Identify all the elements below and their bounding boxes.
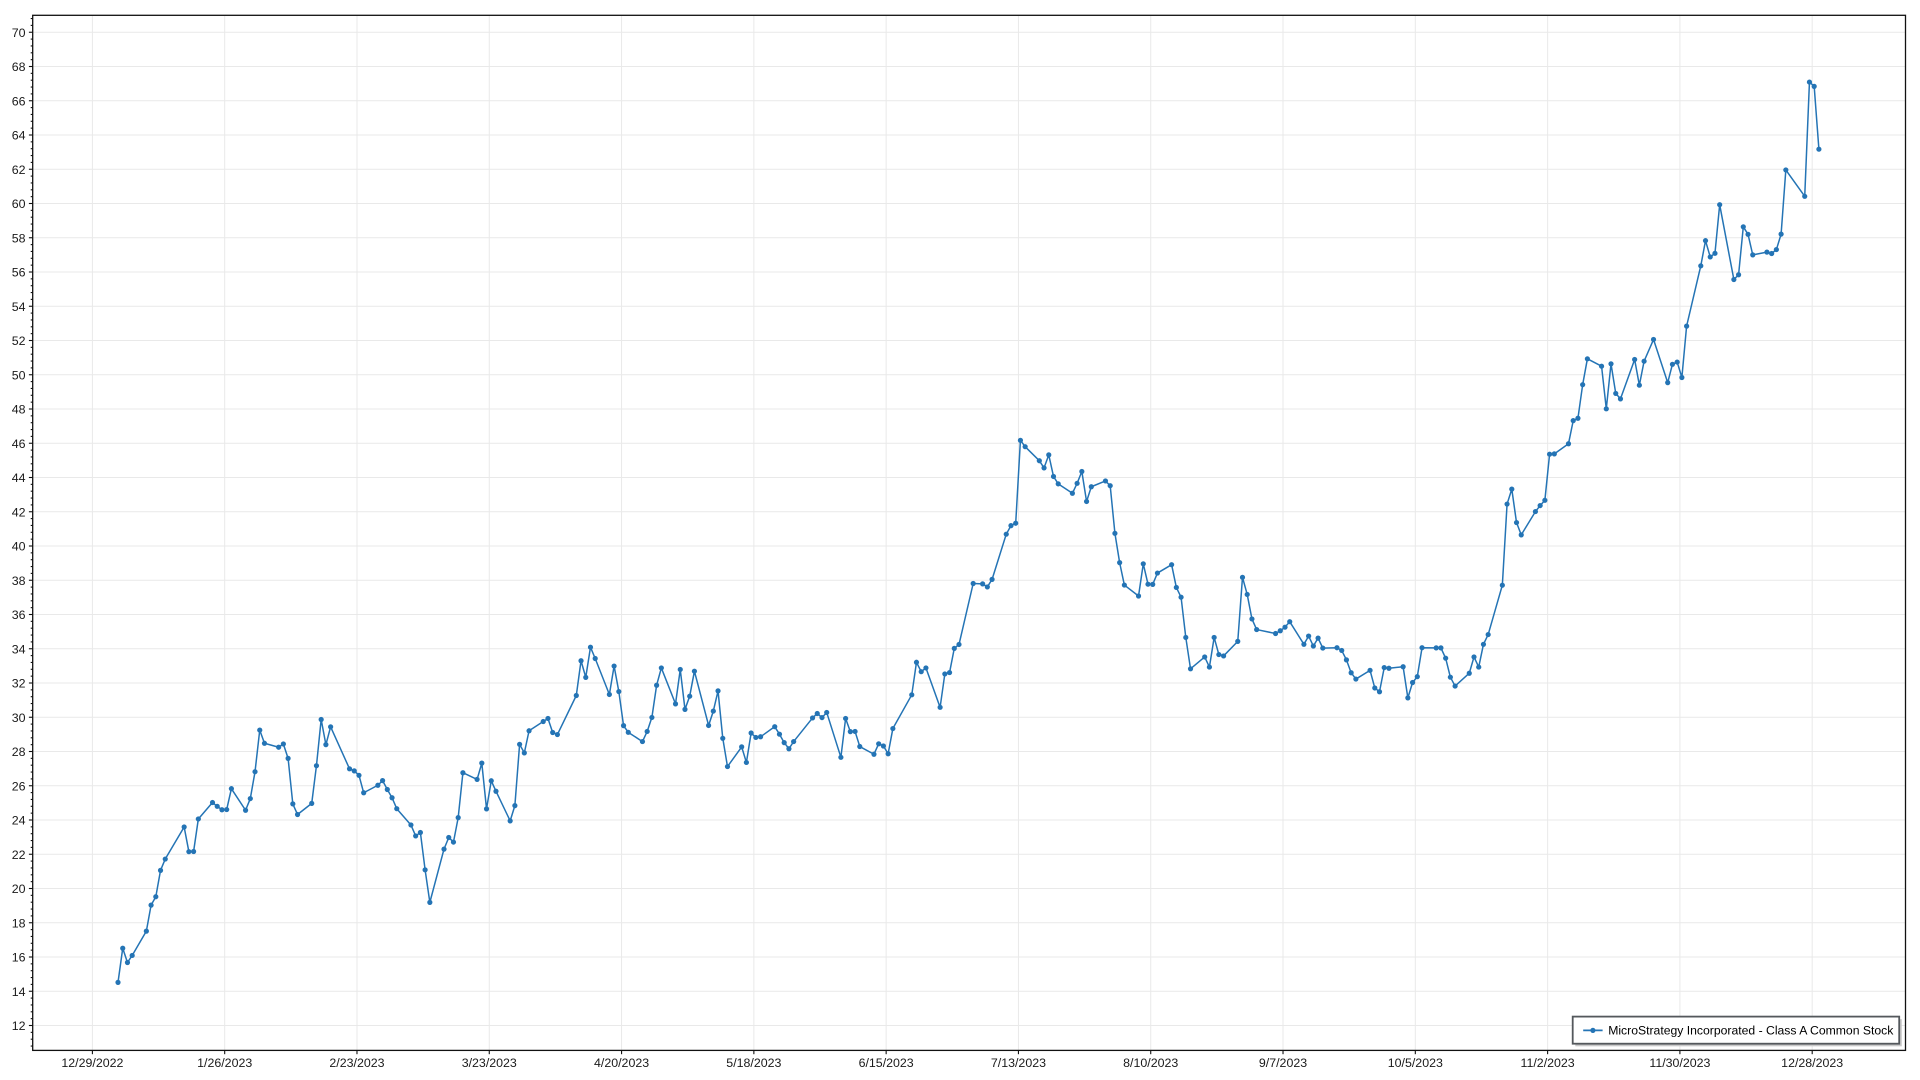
svg-text:7/13/2023: 7/13/2023	[991, 1056, 1046, 1070]
svg-text:28: 28	[12, 745, 26, 759]
svg-text:16: 16	[12, 951, 26, 965]
svg-text:34: 34	[12, 642, 26, 656]
svg-text:46: 46	[12, 437, 26, 451]
svg-text:5/18/2023: 5/18/2023	[726, 1056, 781, 1070]
svg-text:14: 14	[12, 985, 26, 999]
svg-text:62: 62	[12, 163, 26, 177]
svg-text:58: 58	[12, 231, 26, 245]
svg-text:30: 30	[12, 711, 26, 725]
svg-text:60: 60	[12, 197, 26, 211]
svg-text:12/28/2023: 12/28/2023	[1781, 1056, 1843, 1070]
svg-text:50: 50	[12, 368, 26, 382]
svg-text:56: 56	[12, 266, 26, 280]
svg-text:48: 48	[12, 403, 26, 417]
svg-text:36: 36	[12, 608, 26, 622]
svg-text:42: 42	[12, 505, 26, 519]
svg-text:4/20/2023: 4/20/2023	[594, 1056, 649, 1070]
svg-text:6/15/2023: 6/15/2023	[859, 1056, 914, 1070]
svg-text:40: 40	[12, 540, 26, 554]
svg-text:11/30/2023: 11/30/2023	[1649, 1056, 1710, 1070]
svg-text:64: 64	[12, 129, 26, 143]
svg-text:68: 68	[12, 60, 26, 74]
svg-text:24: 24	[12, 814, 26, 828]
svg-text:32: 32	[12, 677, 26, 691]
svg-text:26: 26	[12, 779, 26, 793]
svg-text:70: 70	[12, 26, 26, 40]
svg-text:2/23/2023: 2/23/2023	[329, 1056, 384, 1070]
svg-text:44: 44	[12, 471, 26, 485]
svg-text:MicroStrategy Incorporated - C: MicroStrategy Incorporated - Class A Com…	[1608, 1023, 1894, 1037]
svg-text:1/26/2023: 1/26/2023	[197, 1056, 252, 1070]
svg-text:11/2/2023: 11/2/2023	[1521, 1056, 1575, 1070]
svg-text:38: 38	[12, 574, 26, 588]
svg-text:12/29/2022: 12/29/2022	[61, 1056, 123, 1070]
svg-text:18: 18	[12, 916, 26, 930]
svg-text:22: 22	[12, 848, 26, 862]
svg-text:54: 54	[12, 300, 26, 314]
svg-text:8/10/2023: 8/10/2023	[1123, 1056, 1178, 1070]
svg-text:66: 66	[12, 94, 26, 108]
svg-text:12: 12	[12, 1019, 26, 1033]
svg-text:52: 52	[12, 334, 26, 348]
svg-text:10/5/2023: 10/5/2023	[1388, 1056, 1443, 1070]
svg-text:20: 20	[12, 882, 26, 896]
svg-text:3/23/2023: 3/23/2023	[462, 1056, 517, 1070]
svg-text:9/7/2023: 9/7/2023	[1259, 1056, 1307, 1070]
